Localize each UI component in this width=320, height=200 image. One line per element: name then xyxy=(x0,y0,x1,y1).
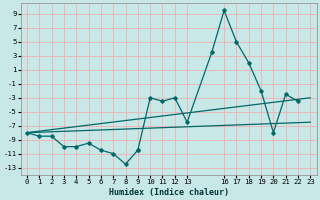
X-axis label: Humidex (Indice chaleur): Humidex (Indice chaleur) xyxy=(109,188,229,197)
